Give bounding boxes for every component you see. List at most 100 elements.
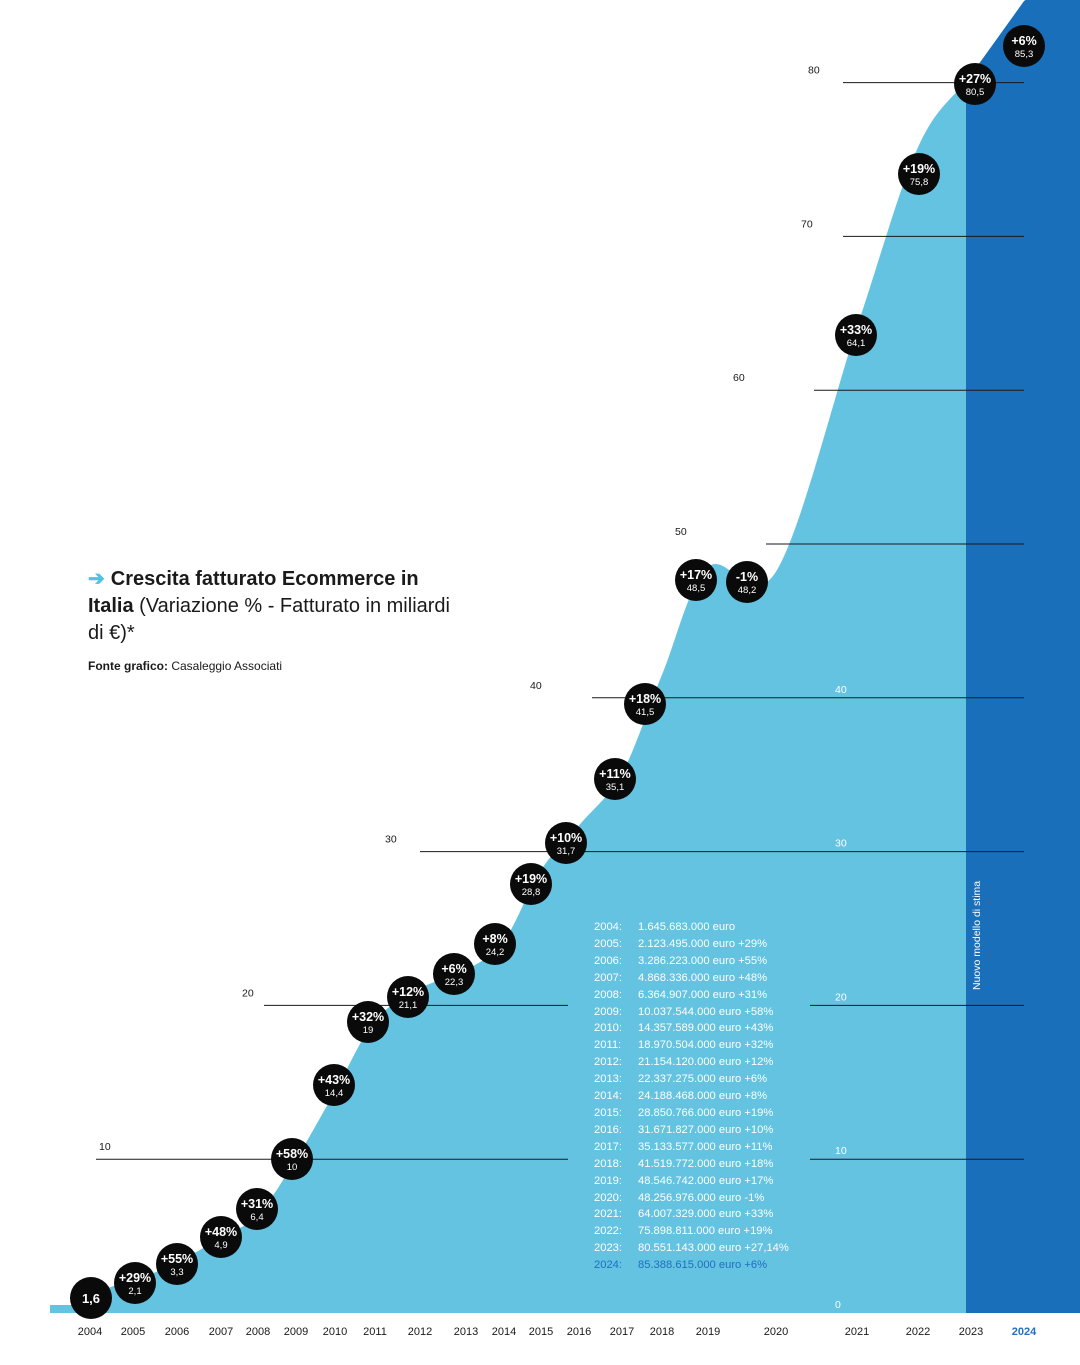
data-list-row: 2005: 2.123.495.000 euro +29%: [594, 936, 789, 953]
data-bubble: +11%35,1: [594, 758, 636, 800]
x-tick-label: 2014: [492, 1326, 516, 1338]
x-tick-label: 2006: [165, 1326, 189, 1338]
data-point: [545, 822, 587, 864]
data-list-value: 75.898.811.000 euro +19%: [638, 1225, 773, 1238]
data-list-value: 1.645.683.000 euro: [638, 921, 736, 933]
data-bubble: +17%48,5: [675, 559, 717, 601]
x-tick-label: 2013: [454, 1326, 478, 1338]
data-bubble: +32%19: [347, 1001, 389, 1043]
data-list-row: 2007: 4.868.336.000 euro +48%: [594, 970, 789, 987]
value-label: 3,3: [170, 1267, 183, 1278]
chart-title-block: ➔ Crescita fatturato Ecommerce in Italia …: [88, 566, 468, 673]
value-label: 35,1: [606, 782, 625, 793]
value-label: 48,2: [738, 585, 757, 596]
x-tick-label: 2012: [408, 1326, 432, 1338]
data-point: [387, 976, 429, 1018]
value-label: 22,3: [445, 977, 464, 988]
area-series: [50, 0, 1080, 1313]
growth-label: +8%: [482, 932, 507, 946]
data-bubble: +48%4,9: [200, 1216, 242, 1258]
estimate-band-label: Nuovo modello di stima: [971, 881, 983, 990]
value-label: 1,6: [82, 1291, 100, 1306]
x-tick-label: 2011: [363, 1326, 387, 1338]
data-list-row: 2009: 10.037.544.000 euro +58%: [594, 1004, 789, 1021]
data-list-value: 24.188.468.000 euro +8%: [638, 1090, 768, 1103]
data-point: [954, 63, 996, 105]
x-tick-label: 2010: [323, 1326, 347, 1338]
x-tick-label: 2023: [959, 1326, 983, 1338]
y-tick-label: 10: [99, 1141, 111, 1153]
y-tick-label: 40: [530, 680, 542, 692]
data-point: [200, 1216, 242, 1258]
data-list-row: 2006: 3.286.223.000 euro +55%: [594, 953, 789, 970]
data-list-year: 2006:: [594, 954, 622, 967]
data-bubble: +18%41,5: [624, 683, 666, 725]
x-tick-label: 2022: [906, 1326, 930, 1338]
growth-label: +32%: [352, 1010, 384, 1024]
data-list-row: 2004: 1.645.683.000 euro: [594, 919, 789, 936]
data-list-year: 2013:: [594, 1073, 622, 1086]
chart-title-rest: (Variazione % - Fatturato in miliardi di…: [88, 595, 450, 644]
data-bubble: +8%24,2: [474, 923, 516, 965]
inner-y-tick-label: 40: [835, 684, 847, 696]
data-list-value: 21.154.120.000 euro +12%: [638, 1056, 774, 1069]
growth-label: +31%: [241, 1197, 273, 1211]
inner-y-tick-label: 20: [835, 991, 847, 1003]
x-tick-label: 2005: [121, 1326, 145, 1338]
chart-source: Fonte grafico: Casaleggio Associati: [88, 659, 468, 673]
data-bubble: +43%14,4: [313, 1064, 355, 1106]
data-bubble: +29%2,1: [114, 1262, 156, 1304]
data-list-value: 28.850.766.000 euro +19%: [638, 1106, 774, 1119]
chart-title: ➔ Crescita fatturato Ecommerce in Italia …: [88, 566, 468, 647]
source-label: Fonte grafico:: [88, 659, 168, 673]
data-list-row: 2008: 6.364.907.000 euro +31%: [594, 987, 789, 1004]
data-list-row: 2012: 21.154.120.000 euro +12%: [594, 1054, 789, 1071]
data-list-value: 22.337.275.000 euro +6%: [638, 1073, 768, 1086]
x-tick-label: 2009: [284, 1326, 308, 1338]
data-bubble: +10%31,7: [545, 822, 587, 864]
growth-label: +48%: [205, 1225, 237, 1239]
data-list-row: 2017: 35.133.577.000 euro +11%: [594, 1139, 789, 1156]
data-point: [594, 758, 636, 800]
data-list-value: 80.551.143.000 euro +27,14%: [638, 1242, 789, 1255]
data-list-year: 2009:: [594, 1005, 622, 1018]
x-tick-label: 2016: [567, 1326, 591, 1338]
data-list-year: 2020:: [594, 1191, 622, 1204]
growth-label: +19%: [515, 872, 547, 886]
source-value: Casaleggio Associati: [171, 659, 283, 673]
data-bubble: +55%3,3: [156, 1243, 198, 1285]
data-list-year: 2011:: [594, 1039, 622, 1052]
y-tick-label: 50: [675, 526, 687, 538]
data-point: [510, 863, 552, 905]
data-list-row: 2021: 64.007.329.000 euro +33%: [594, 1206, 789, 1223]
data-list-value: 85.388.615.000 euro +6%: [638, 1259, 768, 1272]
data-list-value: 3.286.223.000 euro +55%: [638, 954, 768, 967]
value-label: 21,1: [399, 1000, 418, 1011]
data-list-row: 2016: 31.671.827.000 euro +10%: [594, 1122, 789, 1139]
data-list-value: 48.256.976.000 euro -1%: [638, 1191, 765, 1204]
data-bubble: +19%28,8: [510, 863, 552, 905]
value-label: 14,4: [325, 1088, 344, 1099]
value-label: 19: [363, 1025, 374, 1036]
x-tick-label: 2024: [1012, 1326, 1037, 1338]
x-tick-label: 2017: [610, 1326, 634, 1338]
data-point: [433, 953, 475, 995]
data-bubble: +19%75,8: [898, 153, 940, 195]
data-list-year: 2008:: [594, 988, 622, 1001]
y-tick-label: 60: [733, 372, 745, 384]
value-label: 28,8: [522, 887, 541, 898]
data-list-year: 2017:: [594, 1140, 622, 1153]
x-tick-label: 2018: [650, 1326, 674, 1338]
data-bubble: +6%85,3: [1003, 25, 1045, 67]
data-point: [114, 1262, 156, 1304]
growth-label: +33%: [840, 323, 872, 337]
data-point: [898, 153, 940, 195]
growth-label: +19%: [903, 162, 935, 176]
revenue-data-list: 2004: 1.645.683.000 euro 2005: 2.123.495.00…: [594, 919, 789, 1274]
data-point: [726, 561, 768, 603]
data-bubble: +33%64,1: [835, 314, 877, 356]
data-point: [313, 1064, 355, 1106]
inner-y-tick-label: 10: [835, 1145, 847, 1157]
x-tick-label: 2015: [529, 1326, 553, 1338]
